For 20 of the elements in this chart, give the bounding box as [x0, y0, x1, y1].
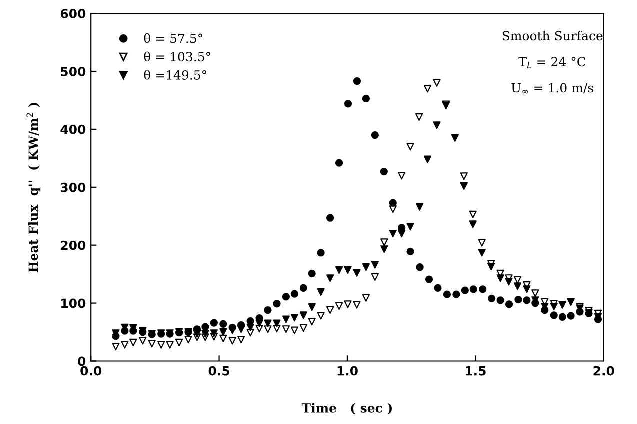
y-tick-label: 100 — [62, 298, 86, 308]
y-tick-label: 600 — [60, 9, 86, 18]
x-tick-label: 0.5 — [208, 366, 230, 376]
x-axis-title: Time ( sec ) — [302, 403, 392, 415]
y-tick-label: 0 — [78, 356, 86, 366]
y-tick-label: 200 — [61, 240, 86, 250]
legend-label: θ = 57.5° — [144, 33, 202, 44]
x-tick-label: 1.5 — [466, 366, 486, 376]
legend-label: θ = 103.5° — [144, 52, 210, 62]
y-tick-label: 300 — [60, 182, 86, 192]
annotation: Smooth Surface — [502, 30, 603, 41]
x-tick-label: 1.0 — [338, 366, 358, 376]
annotation: T$_{L}$ = 24 °C — [518, 57, 586, 68]
x-tick-label: 2.0 — [594, 366, 614, 376]
y-axis-title: Heat Flux q'' ( KW/m$^{2}$ ) — [26, 103, 41, 272]
legend-label: θ =149.5° — [144, 70, 206, 80]
annotation: U$_{∞}$ = 1.0 m/s — [512, 83, 594, 94]
y-tick-label: 500 — [61, 66, 86, 76]
y-tick-label: 400 — [60, 124, 86, 134]
x-tick-label: 0.0 — [80, 366, 102, 376]
